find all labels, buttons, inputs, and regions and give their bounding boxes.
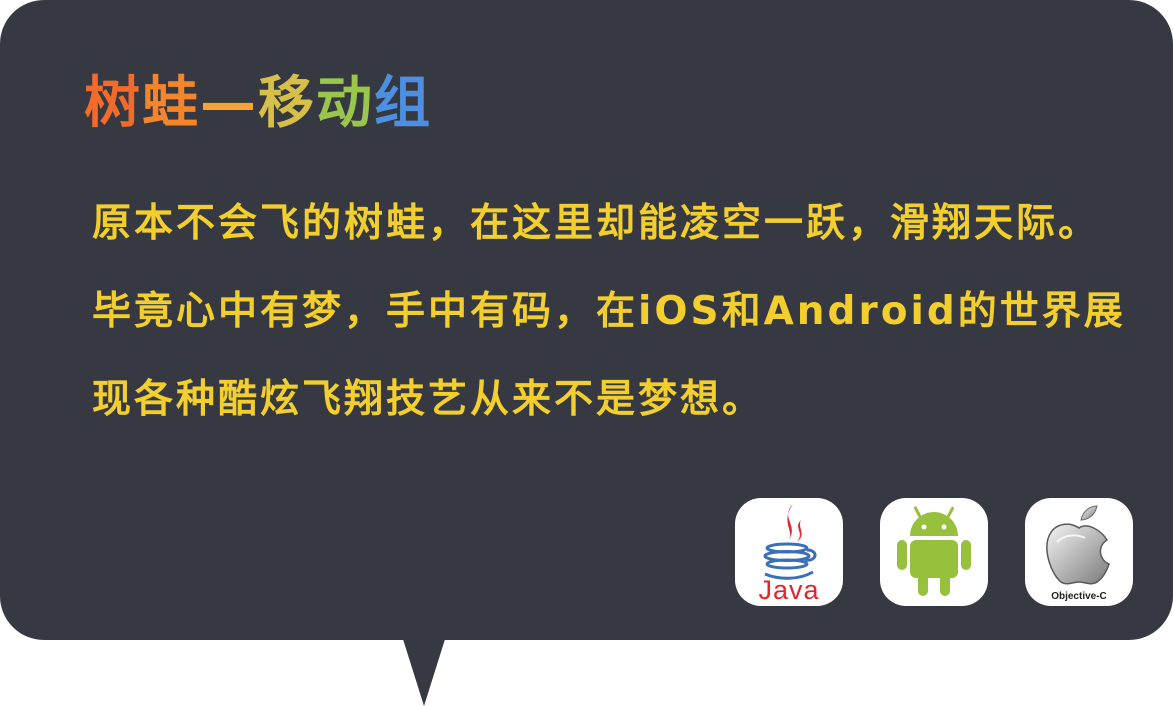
java-caption: Java xyxy=(758,575,820,605)
team-title: 树蛙—移动组 xyxy=(84,70,432,137)
title-char: 移 xyxy=(258,71,316,136)
android-tile xyxy=(880,498,988,606)
java-tile: Java xyxy=(735,498,843,606)
title-char: 动 xyxy=(316,71,374,136)
title-char: — xyxy=(200,71,258,136)
speech-bubble-tail xyxy=(402,636,446,706)
platform-icons: Java xyxy=(735,498,1133,606)
title-char: 蛙 xyxy=(142,71,200,136)
objective-c-tile: Objective-C xyxy=(1025,498,1133,606)
team-description: 原本不会飞的树蛙，在这里却能凌空一跃，滑翔天际。毕竟心中有梦，手中有码，在iOS… xyxy=(92,201,1126,422)
apple-logo-icon xyxy=(1046,505,1110,585)
title-char: 组 xyxy=(374,71,432,136)
android-robot-icon xyxy=(897,506,971,596)
objective-c-caption: Objective-C xyxy=(1051,591,1107,602)
java-logo-icon xyxy=(763,504,817,580)
title-char: 树 xyxy=(84,71,142,136)
